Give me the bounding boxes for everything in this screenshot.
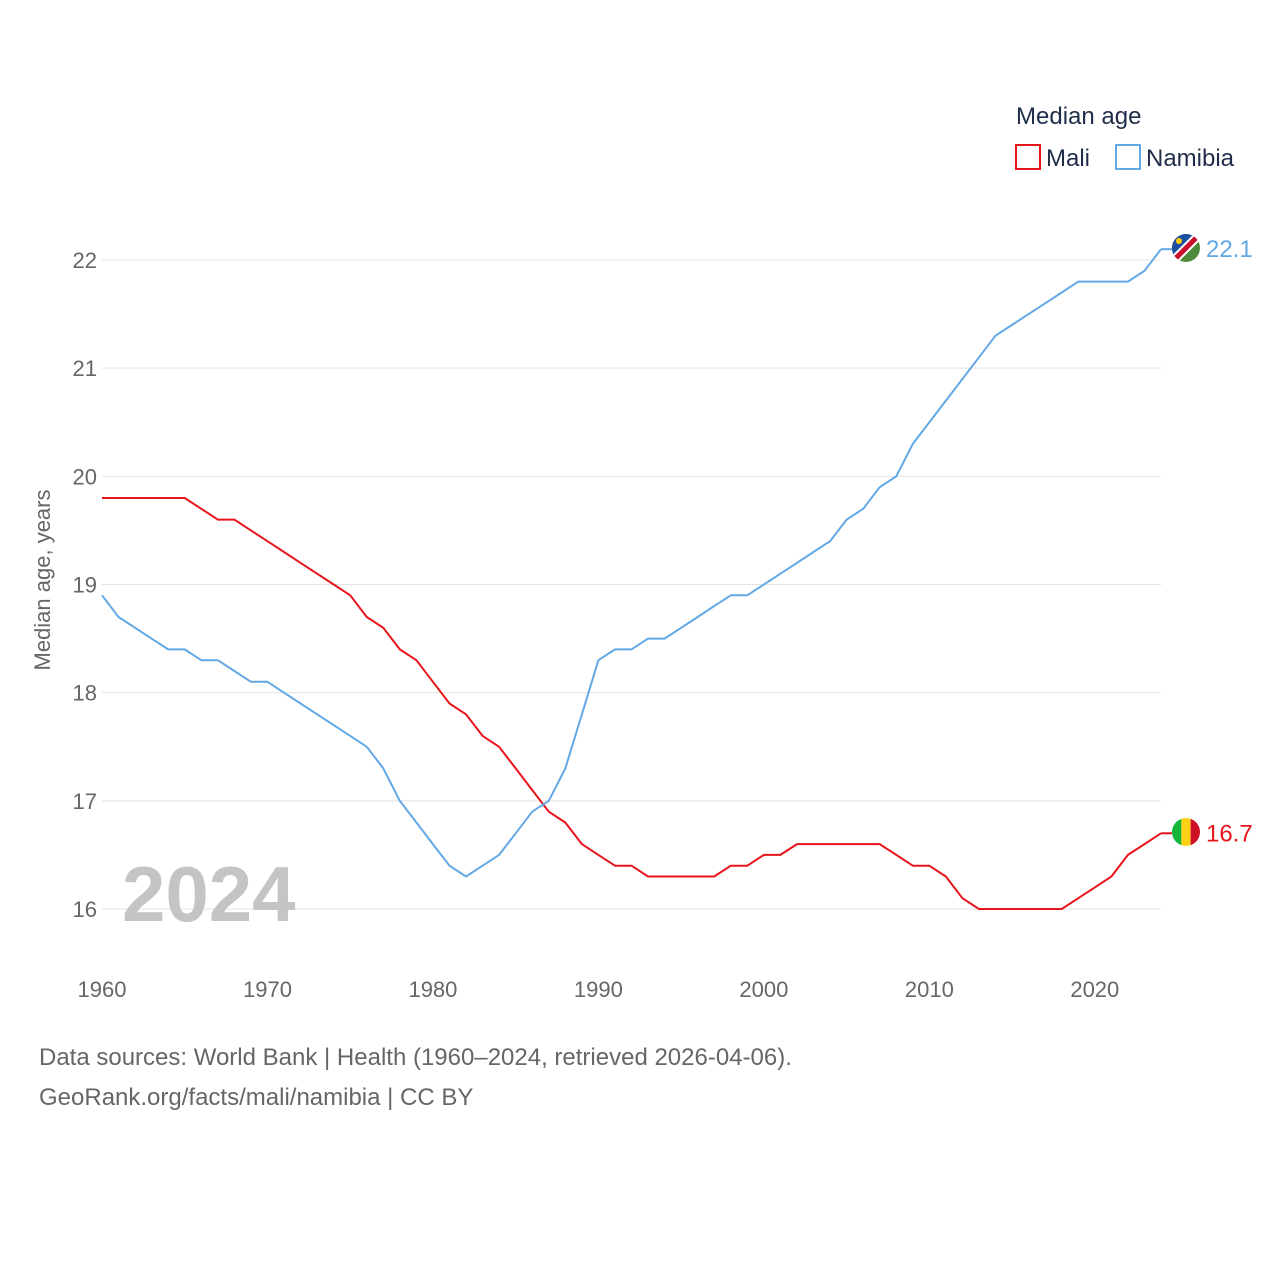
x-tick-label-1960: 1960 (78, 977, 127, 1002)
x-tick-label-2020: 2020 (1070, 977, 1119, 1002)
namibia-flag-icon (1172, 234, 1200, 262)
end-value-label-namibia: 22.1 (1206, 236, 1253, 263)
x-tick-label-1970: 1970 (243, 977, 292, 1002)
y-tick-label-20: 20 (73, 464, 97, 489)
end-value-label-mali: 16.7 (1206, 820, 1253, 847)
x-axis-ticks: 1960 1970 1980 1990 2000 2010 2020 (78, 977, 1120, 1002)
y-tick-label-21: 21 (73, 356, 97, 381)
x-tick-label-1980: 1980 (408, 977, 457, 1002)
y-axis-ticks: 16 17 18 19 20 21 22 (73, 248, 97, 922)
gridlines (102, 259, 1161, 910)
legend: Median age Mali Namibia (1015, 103, 1235, 172)
y-axis-label: Median age, years (30, 490, 55, 671)
y-tick-label-17: 17 (73, 789, 97, 814)
legend-label-mali: Mali (1046, 145, 1090, 172)
series-end-markers (1172, 234, 1200, 846)
series-line-namibia (101, 248, 1162, 878)
x-tick-label-2010: 2010 (905, 977, 954, 1002)
data-sources-note: Data sources: World Bank | Health (1960–… (39, 1044, 792, 1071)
y-tick-label-19: 19 (73, 573, 97, 598)
series-line-mali (102, 497, 1162, 910)
legend-item-namibia[interactable]: Namibia (1115, 144, 1235, 172)
y-tick-label-22: 22 (73, 248, 97, 273)
y-tick-label-16: 16 (73, 897, 97, 922)
year-watermark: 2024 (122, 850, 296, 938)
legend-title: Median age (1016, 103, 1141, 130)
legend-swatch-mali (1015, 144, 1041, 170)
y-tick-label-18: 18 (73, 681, 97, 706)
series-lines: 16.7 22.1 (101, 236, 1253, 910)
x-tick-label-1990: 1990 (574, 977, 623, 1002)
legend-swatch-namibia (1115, 144, 1141, 170)
source-link[interactable]: GeoRank.org/facts/mali/namibia | CC BY (39, 1084, 474, 1111)
x-tick-label-2000: 2000 (739, 977, 788, 1002)
legend-item-mali[interactable]: Mali (1015, 144, 1090, 172)
mali-flag-icon (1172, 818, 1200, 846)
legend-label-namibia: Namibia (1146, 145, 1235, 172)
